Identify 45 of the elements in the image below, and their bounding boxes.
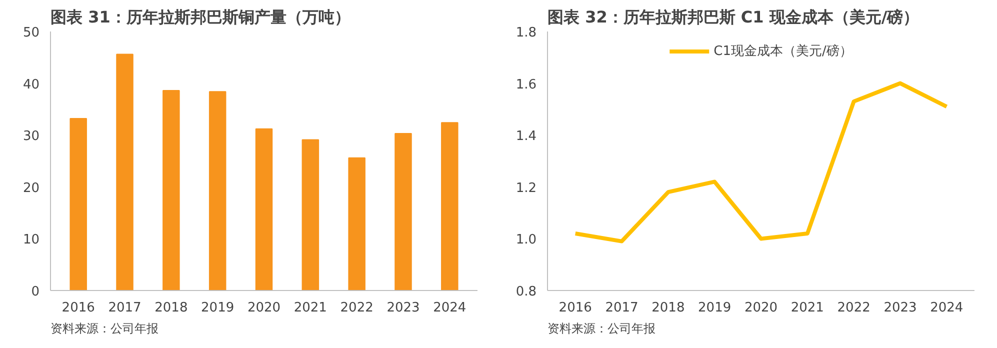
y-tick-label: 1.0 xyxy=(516,232,537,248)
x-tick-label: 2018 xyxy=(154,300,188,316)
x-tick-label: 2023 xyxy=(884,300,917,316)
x-tick-label: 2017 xyxy=(108,300,142,316)
bar xyxy=(208,91,226,290)
y-tick-label: 40 xyxy=(22,77,40,92)
x-tick-label: 2024 xyxy=(930,300,964,316)
y-tick-label: 1.2 xyxy=(516,180,537,196)
x-tick-label: 2022 xyxy=(340,300,374,316)
x-tick-label: 2022 xyxy=(837,300,870,316)
y-tick-label: 10 xyxy=(22,232,40,248)
y-tick-label: 50 xyxy=(22,26,40,40)
x-tick-label: 2024 xyxy=(433,300,466,316)
line-series xyxy=(573,81,949,244)
x-tick-label: 2017 xyxy=(605,300,638,316)
x-tick-label: 2019 xyxy=(698,300,732,316)
y-tick-label: 0.8 xyxy=(516,284,537,300)
x-tick-label: 2020 xyxy=(247,300,281,316)
bar xyxy=(394,133,412,290)
x-tick-label: 2016 xyxy=(62,300,95,316)
y-tick-label: 30 xyxy=(22,129,40,144)
y-tick-label: 1.6 xyxy=(516,77,537,92)
chart-title: 图表 31：历年拉斯邦巴斯铜产量（万吨） xyxy=(50,8,350,26)
bar xyxy=(116,54,134,290)
x-tick-label: 2019 xyxy=(201,300,234,316)
y-tick-label: 20 xyxy=(22,180,40,196)
bar xyxy=(70,118,87,290)
y-tick-label: 0 xyxy=(31,284,40,300)
text: 资料来源：公司年报 xyxy=(50,322,158,336)
bar xyxy=(255,128,273,290)
legend-label: C1现金成本（美元/磅） xyxy=(714,43,852,60)
x-tick-label: 2021 xyxy=(790,300,824,316)
bar xyxy=(162,90,180,290)
chart-title: 图表 32：历年拉斯邦巴斯 C1 现金成本（美元/磅） xyxy=(548,8,920,26)
bar xyxy=(302,139,320,290)
bar xyxy=(348,157,366,290)
y-tick-label: 1.4 xyxy=(516,129,537,144)
y-tick-label: 1.8 xyxy=(516,26,537,40)
bar xyxy=(441,122,458,290)
x-tick-label: 2018 xyxy=(652,300,685,316)
x-tick-label: 2021 xyxy=(294,300,327,316)
x-tick-label: 2023 xyxy=(386,300,420,316)
text: 资料来源：公司年报 xyxy=(548,322,656,336)
x-tick-label: 2016 xyxy=(558,300,592,316)
x-tick-label: 2020 xyxy=(744,300,778,316)
